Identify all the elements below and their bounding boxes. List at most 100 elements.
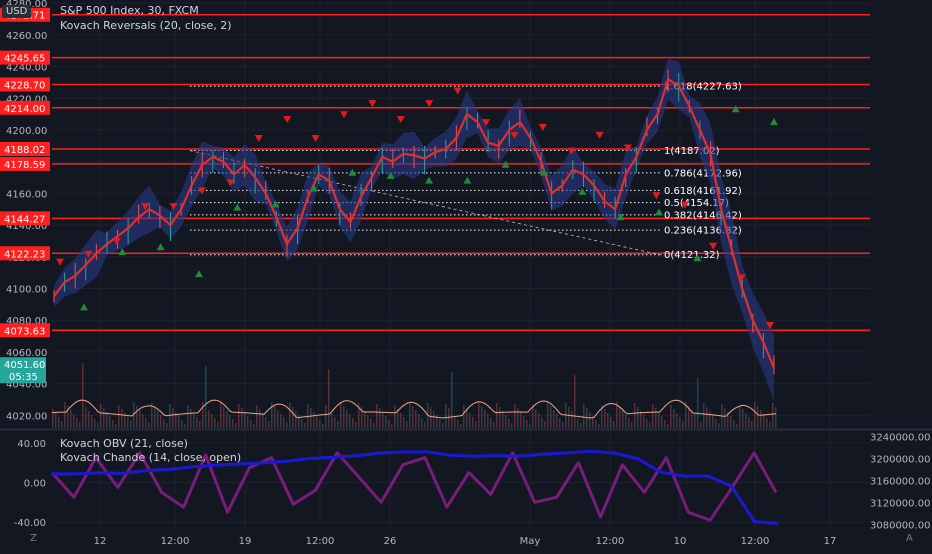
volume-bar [331, 413, 333, 428]
sell-marker [510, 131, 519, 139]
volume-bar [772, 403, 774, 428]
volume-bar [442, 423, 444, 428]
volume-bar [490, 418, 492, 428]
volume-bar [286, 422, 288, 428]
buy-marker [731, 105, 740, 113]
volume-bar [301, 419, 303, 428]
volume-bar [517, 408, 519, 428]
volume-bar [79, 422, 81, 428]
buy-marker [616, 213, 625, 221]
volume-bar [106, 412, 108, 428]
volume-bar [316, 416, 318, 428]
fib-label: 0.236(4136.82) [664, 226, 742, 237]
volume-bar [622, 410, 624, 428]
subpane-left-tick: 0.00 [24, 478, 46, 489]
chande-line [50, 451, 778, 522]
volume-bar [349, 414, 351, 428]
volume-bar [550, 406, 552, 428]
obv-line [52, 449, 779, 525]
volume-bar [202, 402, 204, 428]
sell-marker [169, 203, 178, 211]
level-label-box [0, 50, 50, 65]
x-tick-label: 12 [94, 536, 107, 547]
volume-bar [394, 405, 396, 428]
indicator-legend-chande[interactable]: Kovach Chande (14, close, open) [60, 451, 242, 464]
volume-bar [625, 414, 627, 428]
volume-bar [691, 410, 693, 428]
volume-bar [271, 402, 273, 428]
indicator-legend-obv[interactable]: Kovach OBV (21, close) [60, 437, 188, 450]
y-tick-label: 4060.00 [6, 348, 47, 359]
volume-bar [667, 424, 669, 428]
volume-bar [463, 405, 465, 428]
volume-bar [718, 423, 720, 428]
volume-bar [613, 421, 615, 428]
fib-label: 1.618(4227.63) [664, 82, 742, 93]
fib-label: 0.382(4146.42) [664, 210, 742, 221]
volume-bar [775, 407, 777, 428]
volume-bars [52, 363, 777, 428]
buy-marker [233, 203, 242, 211]
volume-bar [268, 421, 270, 428]
y-tick-label: 4220.00 [6, 94, 47, 105]
x-tick-label: May [520, 536, 541, 547]
volume-bar [421, 418, 423, 428]
volume-bar [661, 416, 663, 428]
volume-bar [370, 419, 372, 428]
volume-bar [157, 411, 159, 428]
volume-bar [289, 403, 291, 428]
volume-bar [451, 372, 453, 428]
volume-bar [457, 420, 459, 428]
volume-bar [751, 421, 753, 428]
volume-bar [277, 410, 279, 428]
volume-bar [94, 419, 96, 428]
volume-bar [445, 404, 447, 428]
volume-bar [655, 408, 657, 428]
volume-oscillator-line [51, 399, 777, 419]
volume-bar [580, 423, 582, 428]
indicator-legend-reversals[interactable]: Kovach Reversals (20, close, 2) [60, 19, 232, 32]
sell-marker [425, 100, 434, 108]
volume-bar [187, 405, 189, 428]
volume-bar [91, 415, 93, 428]
buy-marker [386, 171, 395, 179]
x-tick-label: 12:00 [596, 536, 625, 547]
volume-bar [436, 415, 438, 428]
volume-bar [139, 410, 141, 428]
volume-bar [73, 414, 75, 428]
level-label: 4073.63 [4, 326, 45, 337]
volume-bar [85, 407, 87, 428]
volume-bar [364, 411, 366, 428]
volume-bar [604, 409, 606, 428]
volume-bar [562, 422, 564, 428]
buy-marker [425, 176, 433, 184]
volume-bar [403, 417, 405, 428]
volume-bar [355, 422, 357, 428]
volume-bar [259, 409, 261, 428]
volume-bar [568, 407, 570, 428]
volume-bar [448, 408, 450, 428]
x-tick-label: 12:00 [161, 536, 190, 547]
volume-bar [217, 422, 219, 428]
level-label-box [0, 141, 50, 156]
fib-label: 1(4187.02) [664, 146, 720, 157]
volume-bar [706, 407, 708, 428]
zoom-corner-button[interactable]: Z [30, 533, 37, 544]
currency-badge[interactable]: USD [2, 5, 32, 18]
volume-bar [55, 413, 57, 428]
volume-bar [298, 415, 300, 428]
volume-bar [619, 406, 621, 428]
volume-bar [724, 408, 726, 428]
fib-label: 0.5(4154.17) [664, 198, 729, 209]
volume-bar [250, 420, 252, 428]
level-label: 4214.00 [4, 104, 45, 115]
volume-bar [769, 422, 771, 428]
volume-bar [745, 413, 747, 428]
volume-bar [310, 408, 312, 428]
auto-scale-button[interactable]: A [906, 533, 913, 544]
volume-bar [712, 415, 714, 428]
volume-bar [553, 410, 555, 428]
sell-marker [453, 87, 462, 95]
